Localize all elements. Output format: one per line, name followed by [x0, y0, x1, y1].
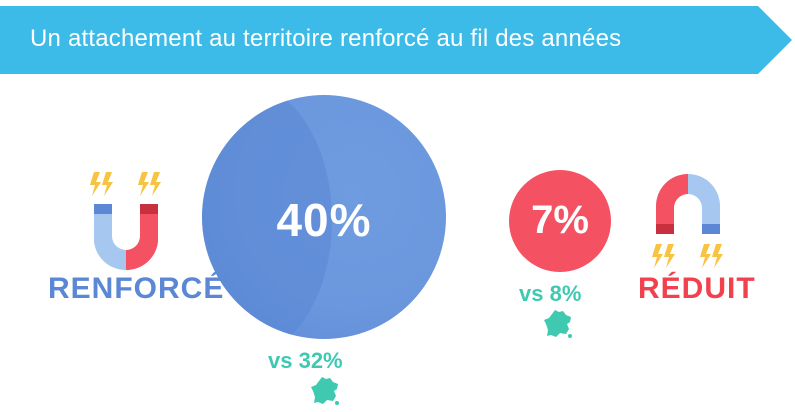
reduit-comparison: vs 8% [519, 281, 582, 306]
renforce-value: 40% [276, 194, 372, 246]
renforce-comparison: vs 32% [268, 348, 343, 373]
france-map-icon [544, 310, 572, 338]
banner-arrow-shape [0, 6, 792, 74]
renforce-circle: 40% [202, 95, 446, 339]
circle-shade [202, 95, 332, 339]
france-map-icon [311, 377, 339, 405]
reduit-label: RÉDUIT [638, 272, 756, 305]
renforce-label: RENFORCÉ [48, 272, 225, 305]
magnet-icon [652, 174, 723, 268]
reduit-circle: 7% [509, 170, 611, 272]
reduit-value: 7% [531, 198, 589, 242]
magnet-icon [90, 172, 161, 271]
page-title: Un attachement au territoire renforcé au… [30, 25, 622, 52]
header-banner: Un attachement au territoire renforcé au… [0, 6, 795, 74]
